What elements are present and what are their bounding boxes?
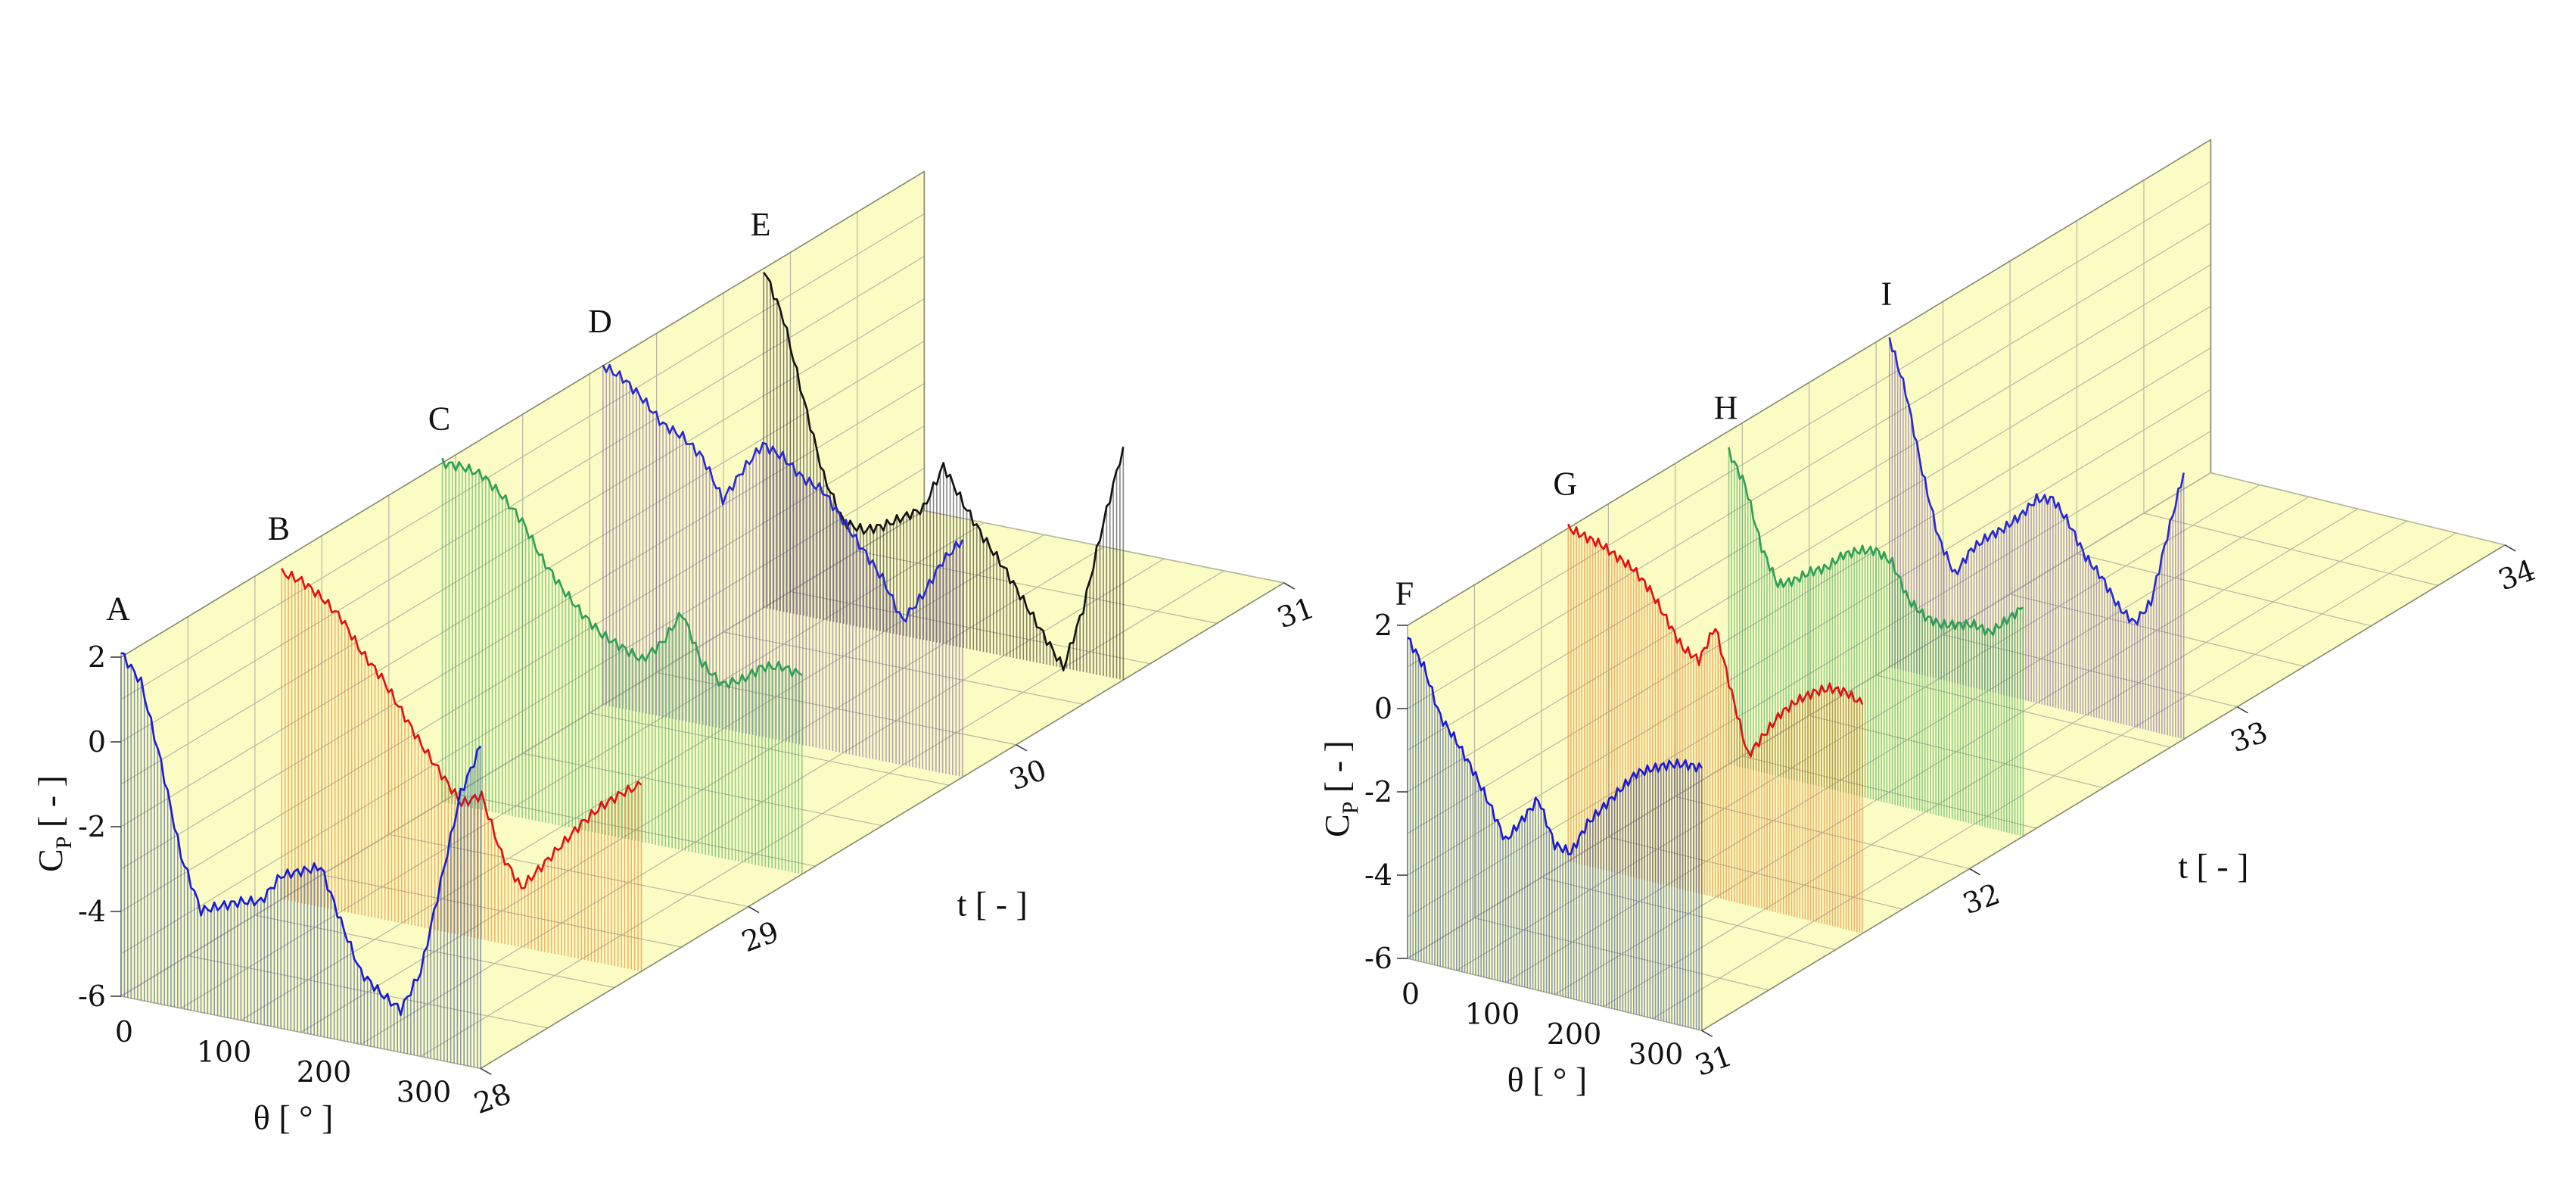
x-tick-label: 0 [115, 1015, 133, 1048]
x-tick-label: 200 [297, 1055, 352, 1089]
z-axis-label-sub: P [1338, 802, 1363, 815]
z-axis-label-main: C [1318, 814, 1356, 837]
z-axis-label-main: C [31, 849, 70, 872]
t-axis-label: t [ - ] [957, 884, 1028, 923]
series-line-C [441, 457, 803, 689]
t-tick-label: 30 [1005, 753, 1050, 797]
series-F [1407, 637, 1703, 1031]
slice-label-I: I [1881, 276, 1893, 313]
series-B [281, 568, 642, 972]
series-line-F [1407, 637, 1703, 855]
t-tick-label: 31 [1273, 591, 1318, 635]
x-axis-label: θ [ ° ] [254, 1098, 334, 1137]
x-axis-label: θ [ ° ] [1507, 1061, 1588, 1099]
x-tick-label: 200 [1547, 1017, 1602, 1051]
series-line-D [602, 363, 964, 623]
series-line-I [1888, 337, 2185, 626]
t-tick-label: 29 [737, 914, 782, 958]
series-line-H [1728, 447, 2024, 637]
z-tick-label: -6 [78, 980, 106, 1013]
series-D [602, 363, 964, 777]
z-tick-label: -4 [78, 895, 106, 928]
series-line-A [120, 652, 482, 1017]
x-tick-label: 0 [1402, 977, 1420, 1011]
x-tick-label: 300 [397, 1076, 452, 1109]
series-line-B [281, 568, 642, 890]
series-line-E [763, 272, 1125, 671]
series-I [1888, 337, 2185, 740]
frame-edge [120, 170, 925, 658]
slice-label-H: H [1714, 389, 1738, 426]
t-tick-label: 32 [1958, 877, 2004, 921]
slice-label-C: C [428, 400, 450, 437]
z-tick-label: 0 [88, 725, 106, 759]
z-axis-label-sub: P [51, 837, 76, 849]
floor-grid-line [1603, 520, 2407, 1008]
t-tick-label: 28 [470, 1077, 515, 1120]
z-tick-label: 2 [88, 640, 106, 674]
t-axis-label: t [ - ] [2178, 846, 2248, 885]
z-tick-label: -4 [1364, 858, 1392, 892]
slice-label-F: F [1395, 575, 1414, 612]
t-tick [2237, 706, 2248, 714]
frame-edge [480, 582, 1284, 1070]
frame-edge [1701, 544, 2506, 1032]
z-tick-label: 2 [1374, 609, 1392, 642]
x-tick-label: 300 [1629, 1038, 1684, 1071]
t-tick-label: 31 [1691, 1039, 1736, 1083]
z-axis-label: CP [ - ] [31, 775, 76, 872]
series-line-G [1567, 523, 1864, 758]
z-tick-label: -2 [1364, 775, 1392, 809]
slice-label-E: E [751, 206, 771, 243]
t-tick-label: 33 [2226, 715, 2272, 759]
x-tick-label: 100 [1465, 998, 1520, 1031]
z-tick-label: 0 [1374, 692, 1392, 725]
t-tick [1016, 744, 1028, 752]
slice-label-A: A [106, 590, 130, 627]
series-C [441, 457, 803, 874]
frame-edge [1407, 139, 2211, 626]
t-tick-label: 34 [2494, 553, 2540, 597]
floor-grid-line [1652, 532, 2456, 1020]
series-A [120, 652, 482, 1069]
t-tick [1701, 1030, 1713, 1038]
z-axis-label: CP [ - ] [1318, 740, 1363, 837]
z-axis-label-unit: [ - ] [1318, 740, 1356, 801]
z-axis-label-unit: [ - ] [31, 775, 70, 836]
series-E [763, 268, 1125, 681]
t-tick [480, 1067, 492, 1076]
x-tick-label: 100 [197, 1036, 252, 1069]
t-tick [748, 905, 760, 914]
z-tick-label: -2 [78, 810, 106, 843]
slice-label-G: G [1553, 466, 1577, 503]
t-tick [2504, 544, 2516, 552]
t-tick [1283, 582, 1295, 590]
slice-label-B: B [268, 510, 290, 547]
waterfall-panel-right: I H G F2 0 -2 -4 -6 CP [ - ] 0 100 200 300 θ [ ° ] 31 3… [1318, 139, 2540, 1099]
t-tick [1969, 868, 1980, 876]
z-tick-label: -6 [1364, 942, 1392, 975]
slice-label-D: D [588, 303, 612, 340]
